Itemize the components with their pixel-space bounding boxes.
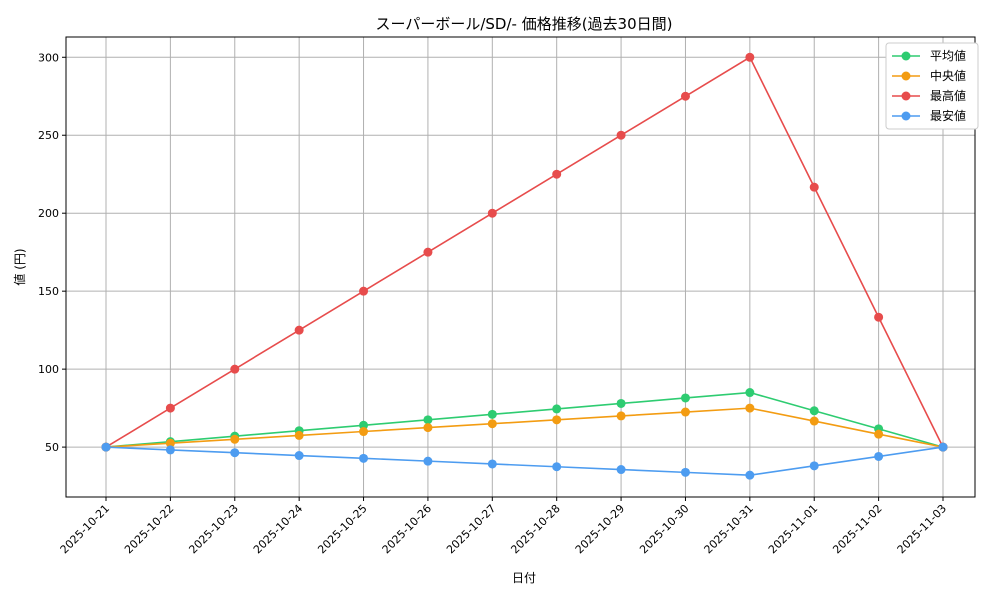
series-1-point [423,415,433,425]
series-3-point [423,247,433,257]
series-3-line [105,56,944,448]
y-tick-label: 200 [38,207,59,220]
series-2-point [359,427,369,437]
y-axis-label: 値 (円) [12,248,27,285]
series-3-point [165,403,175,413]
legend-label: 最高値 [930,88,966,103]
series-3-point [294,325,304,335]
series-3-point [487,208,497,218]
legend-label: 最安値 [930,108,966,123]
series-2-point [874,429,884,439]
y-tick-label: 250 [38,129,59,142]
legend-swatch-marker [901,71,911,81]
series-1-point [487,409,497,419]
y-axis-ticks: 50 100 150 200 250 300 [38,51,66,454]
series-4-point [745,470,755,480]
series-4-point [101,442,111,452]
series-4-point [487,459,497,469]
plot-area-frame [65,36,976,498]
series-1-line [105,391,944,448]
series-2-point [423,423,433,433]
series-3-point [874,312,884,322]
series-2-point [745,403,755,413]
series-2-point [680,407,690,417]
series-4-point [809,461,819,471]
series-2-point [230,434,240,444]
series-4-point [423,456,433,466]
legend-label: 中央値 [930,68,966,83]
series-3-point [745,52,755,62]
y-tick-label: 50 [45,441,59,454]
series-4-point [874,451,884,461]
series-2-point [165,438,175,448]
series-2-point [616,411,626,421]
grid-lines [66,37,975,497]
legend-swatch-marker [901,111,911,121]
series-1-point [809,406,819,416]
y-tick-label: 100 [38,363,59,376]
series-4-line [105,446,944,476]
series-3-point [359,286,369,296]
series-4-point [294,451,304,461]
y-tick-label: 300 [38,51,59,64]
series-2-line [105,407,944,448]
series-1-point [616,398,626,408]
legend-box [885,42,979,130]
series-3-point [552,169,562,179]
series-1-point [552,404,562,414]
series-4-point [616,465,626,475]
legend-swatch-marker [901,91,911,101]
y-tick-label: 150 [38,285,59,298]
x-axis-label: 日付 [512,571,536,585]
series-4-point [165,445,175,455]
series-4-point [680,467,690,477]
legend-label: 平均値 [930,48,966,63]
series-3-point [616,130,626,140]
series-2-point [294,430,304,440]
legend-swatch-marker [901,51,911,61]
series-1-point [680,393,690,403]
series-2-point [487,419,497,429]
series-3-point [680,91,690,101]
series-2-point [809,416,819,426]
series-3-point [230,364,240,374]
series-4-point [552,462,562,472]
series-4-point [230,448,240,458]
series-4-point [359,453,369,463]
series-1-point [359,420,369,430]
series-3-point [809,182,819,192]
chart-title: スーパーボール/SD/- 価格推移(過去30日間) [375,15,672,33]
series-4-point [938,442,948,452]
series-lines [101,52,948,480]
series-1-point [745,388,755,398]
series-2-point [552,415,562,425]
